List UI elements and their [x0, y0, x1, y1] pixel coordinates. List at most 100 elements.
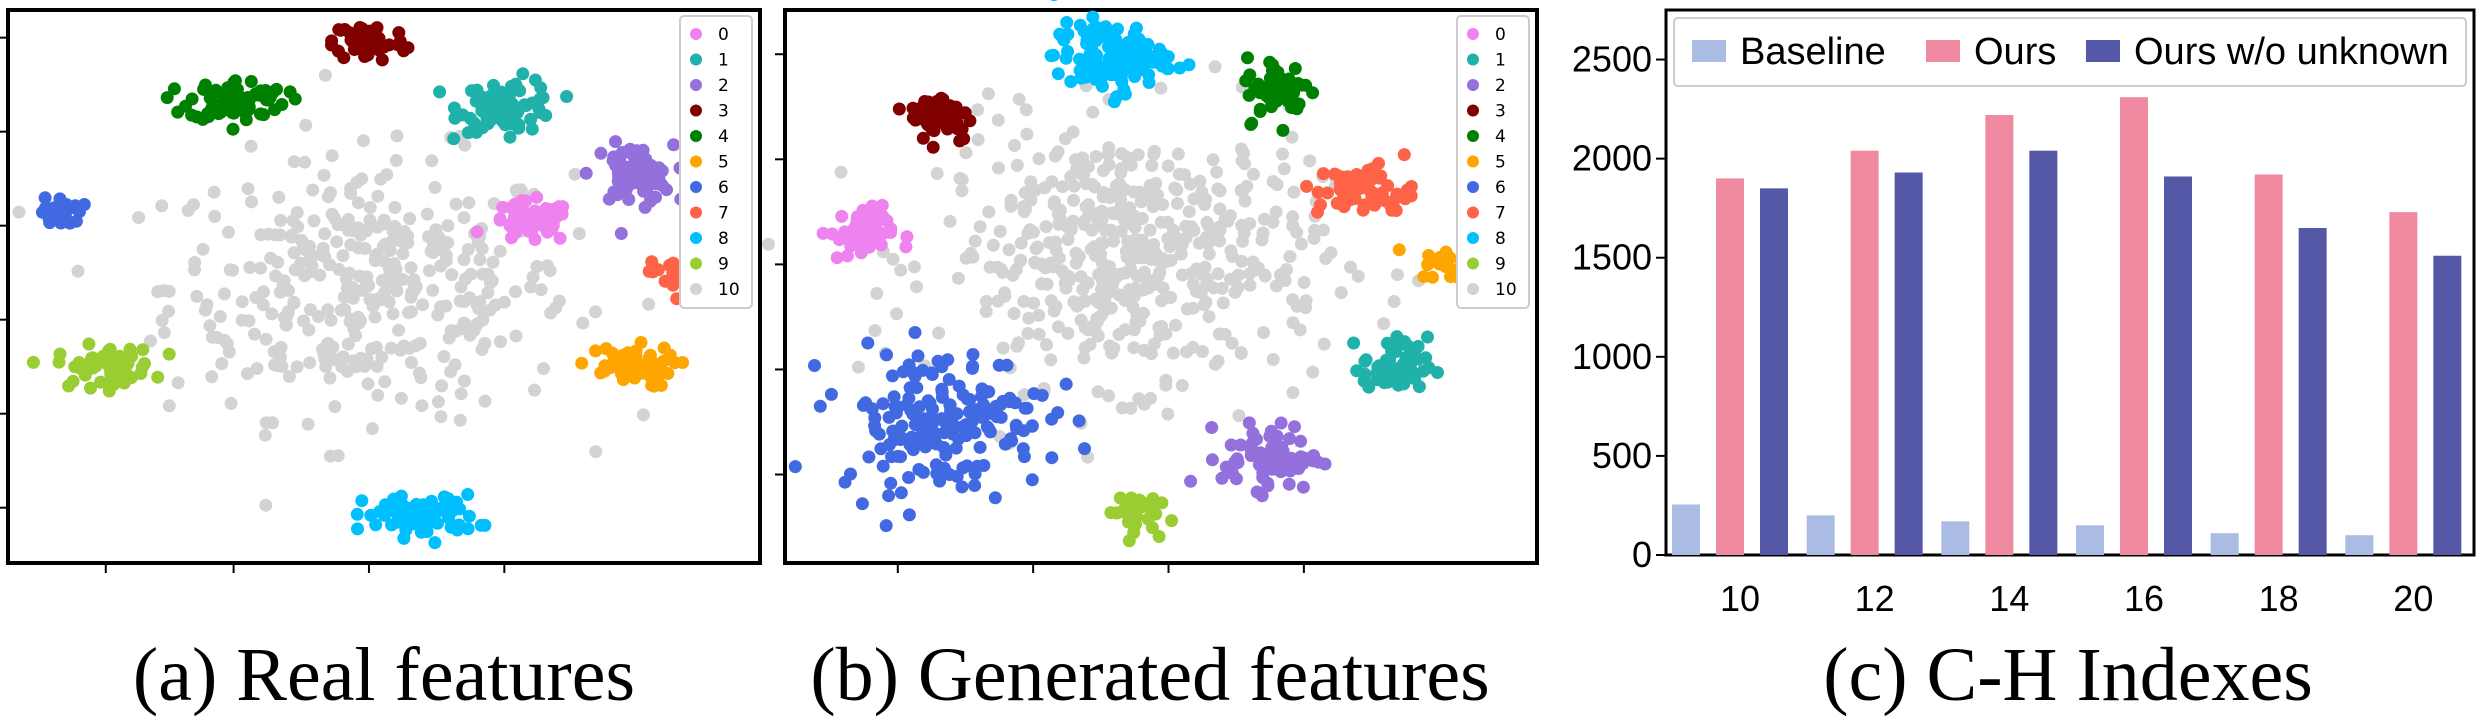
point-class-5 — [616, 373, 630, 387]
point-class-10 — [930, 167, 944, 180]
point-class-10 — [1019, 103, 1033, 117]
point-class-10 — [642, 297, 656, 311]
point-class-7 — [1348, 192, 1362, 205]
point-class-10 — [318, 227, 332, 241]
point-class-9 — [1152, 530, 1166, 543]
legend-label-10: 10 — [1495, 280, 1517, 300]
point-class-6 — [887, 390, 901, 404]
cluster-10 — [762, 60, 1425, 464]
point-class-10 — [1324, 246, 1338, 260]
point-class-0 — [539, 202, 553, 215]
point-class-10 — [226, 263, 240, 277]
point-class-2 — [1282, 477, 1296, 491]
point-class-10 — [404, 305, 418, 319]
y-axis-ticks: 0 500 1000 1500 2000 2500 — [1572, 39, 1666, 575]
point-class-3 — [337, 51, 351, 65]
point-class-9 — [26, 355, 40, 369]
point-class-10 — [1145, 159, 1159, 172]
point-class-10 — [377, 213, 391, 227]
point-class-4 — [239, 113, 253, 127]
point-class-8 — [1129, 21, 1143, 35]
point-class-8 — [1089, 51, 1103, 65]
point-class-10 — [1004, 199, 1018, 213]
point-class-8 — [1050, 0, 1058, 2]
point-class-10 — [285, 230, 298, 244]
point-class-4 — [283, 85, 297, 99]
point-class-4 — [270, 82, 283, 96]
point-class-6 — [58, 203, 72, 217]
point-class-4 — [1274, 85, 1288, 99]
point-class-4 — [254, 84, 268, 98]
point-class-8 — [1051, 67, 1065, 81]
point-class-10 — [412, 366, 426, 380]
point-class-10 — [1102, 158, 1116, 172]
point-class-10 — [259, 332, 273, 346]
cluster-6 — [35, 191, 91, 230]
point-class-3 — [957, 132, 971, 146]
point-class-10 — [162, 304, 175, 318]
point-class-10 — [250, 362, 264, 375]
point-class-7 — [1321, 186, 1334, 200]
point-class-9 — [1124, 491, 1138, 505]
point-class-10 — [341, 337, 355, 351]
point-class-10 — [155, 199, 169, 213]
point-class-10 — [910, 280, 923, 294]
point-class-10 — [287, 246, 301, 260]
legend-marker-3 — [1467, 104, 1479, 117]
point-class-9 — [84, 381, 97, 395]
point-class-9 — [1146, 492, 1160, 506]
point-class-10 — [1218, 213, 1232, 227]
point-class-0 — [530, 190, 544, 204]
point-class-1 — [1347, 336, 1361, 350]
point-class-4 — [167, 82, 181, 96]
point-class-10 — [1114, 224, 1128, 238]
legend-marker-10 — [1467, 283, 1479, 295]
legend-marker-3 — [690, 104, 702, 117]
legend-label: Ours w/o unknown — [2134, 31, 2449, 73]
point-class-10 — [420, 207, 434, 221]
point-class-6 — [886, 369, 899, 383]
point-class-6 — [931, 354, 945, 368]
point-class-10 — [1303, 154, 1317, 168]
point-class-10 — [295, 233, 309, 247]
point-class-6 — [966, 359, 980, 373]
point-class-10 — [1131, 148, 1145, 162]
point-class-10 — [155, 314, 169, 327]
point-class-4 — [230, 88, 244, 102]
point-class-8 — [1089, 72, 1103, 86]
point-class-10 — [1238, 194, 1252, 208]
point-class-2 — [594, 146, 608, 160]
point-class-9 — [1135, 497, 1149, 511]
caption-c: (c) C-H Indexes — [1823, 633, 2313, 717]
legend-marker-8 — [1467, 232, 1479, 244]
legend-swatch — [1692, 40, 1726, 62]
point-class-8 — [1118, 87, 1132, 101]
point-class-7 — [1330, 168, 1344, 182]
point-class-10 — [1082, 198, 1095, 212]
point-class-10 — [378, 375, 392, 389]
point-class-10 — [1344, 260, 1357, 274]
point-class-10 — [1102, 260, 1116, 273]
legend-b: 0 1 2 3 4 5 6 7 8 9 10 — [1456, 15, 1530, 309]
point-class-10 — [1032, 152, 1046, 166]
point-class-10 — [425, 154, 439, 168]
y-tick-label: 0 — [1632, 534, 1652, 575]
point-class-6 — [861, 336, 875, 350]
point-class-10 — [1248, 263, 1262, 277]
point-class-10 — [1077, 214, 1091, 228]
point-class-10 — [1118, 293, 1132, 307]
point-class-4 — [1288, 62, 1302, 75]
point-class-8 — [383, 503, 397, 517]
point-class-0 — [496, 200, 510, 214]
point-class-10 — [358, 272, 372, 286]
point-class-10 — [307, 214, 321, 228]
point-class-5 — [575, 356, 589, 370]
point-class-9 — [102, 384, 116, 398]
point-class-10 — [1225, 250, 1239, 263]
point-class-1 — [1411, 339, 1425, 353]
point-class-10 — [959, 146, 973, 160]
point-class-4 — [254, 107, 268, 121]
point-class-10 — [1147, 238, 1161, 251]
point-class-10 — [297, 314, 310, 328]
point-class-10 — [445, 268, 459, 282]
